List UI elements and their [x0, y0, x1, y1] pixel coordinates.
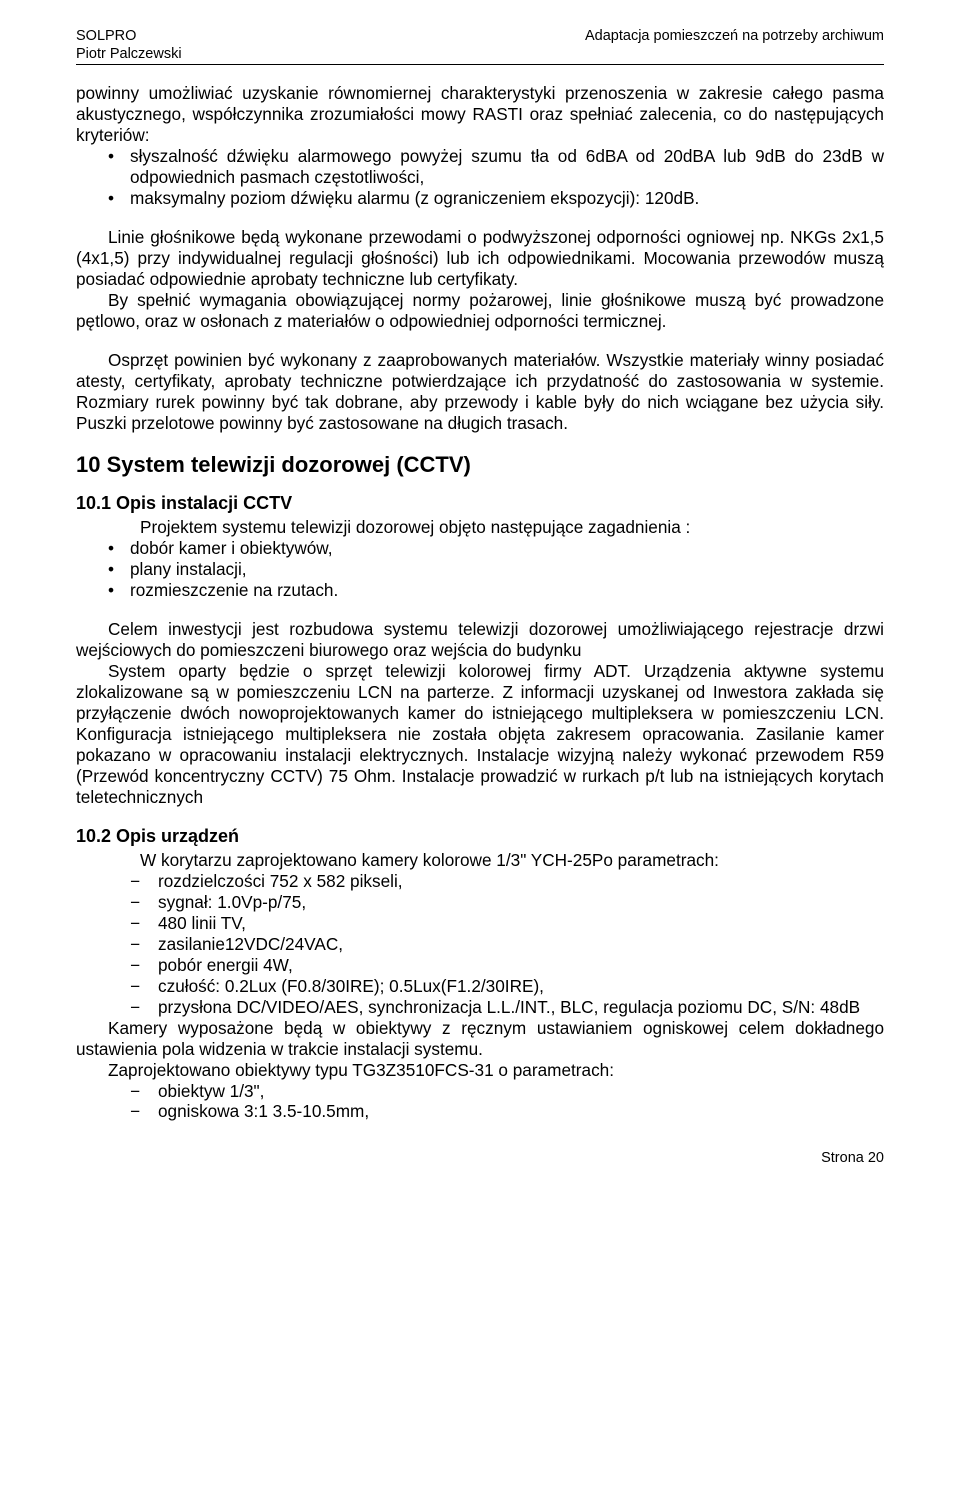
- list-item: ogniskowa 3:1 3.5-10.5mm,: [76, 1101, 884, 1122]
- list-item: przysłona DC/VIDEO/AES, synchronizacja L…: [76, 997, 884, 1018]
- heading-10: 10 System telewizji dozorowej (CCTV): [76, 452, 884, 479]
- paragraph: System oparty będzie o sprzęt telewizji …: [76, 661, 884, 808]
- paragraph: Projektem systemu telewizji dozorowej ob…: [108, 517, 884, 538]
- list-item: dobór kamer i obiektywów,: [76, 538, 884, 559]
- criteria-list: słyszalność dźwięku alarmowego powyżej s…: [76, 146, 884, 209]
- list-item: maksymalny poziom dźwięku alarmu (z ogra…: [76, 188, 884, 209]
- heading-10-1: 10.1 Opis instalacji CCTV: [76, 493, 884, 515]
- paragraph: Kamery wyposażone będą w obiektywy z ręc…: [76, 1018, 884, 1060]
- paragraph: Osprzęt powinien być wykonany z zaaprobo…: [76, 350, 884, 434]
- lens-params-list: obiektyw 1/3", ogniskowa 3:1 3.5-10.5mm,: [76, 1081, 884, 1123]
- header-left: SOLPRO Piotr Palczewski: [76, 28, 182, 63]
- paragraph: Linie głośnikowe będą wykonane przewodam…: [76, 227, 884, 290]
- heading-10-2: 10.2 Opis urządzeń: [76, 826, 884, 848]
- page-footer: Strona 20: [76, 1150, 884, 1168]
- paragraph: Celem inwestycji jest rozbudowa systemu …: [76, 619, 884, 661]
- list-item: rozdzielczości 752 x 582 pikseli,: [76, 871, 884, 892]
- list-item: czułość: 0.2Lux (F0.8/30IRE); 0.5Lux(F1.…: [76, 976, 884, 997]
- list-item: zasilanie12VDC/24VAC,: [76, 934, 884, 955]
- section-body: Projektem systemu telewizji dozorowej ob…: [108, 517, 884, 538]
- camera-params-list: rozdzielczości 752 x 582 pikseli, sygnał…: [76, 871, 884, 1018]
- section-body: W korytarzu zaprojektowano kamery koloro…: [108, 850, 884, 871]
- topics-list: dobór kamer i obiektywów, plany instalac…: [76, 538, 884, 601]
- list-item: plany instalacji,: [76, 559, 884, 580]
- paragraph: powinny umożliwiać uzyskanie równomierne…: [76, 83, 884, 146]
- header-author: Piotr Palczewski: [76, 46, 182, 64]
- header-company: SOLPRO: [76, 28, 182, 46]
- list-item: obiektyw 1/3",: [76, 1081, 884, 1102]
- paragraph: By spełnić wymagania obowiązującej normy…: [76, 290, 884, 332]
- paragraph: W korytarzu zaprojektowano kamery koloro…: [108, 850, 884, 871]
- list-item: rozmieszczenie na rzutach.: [76, 580, 884, 601]
- list-item: pobór energii 4W,: [76, 955, 884, 976]
- header-right: Adaptacja pomieszczeń na potrzeby archiw…: [585, 28, 884, 63]
- page-header: SOLPRO Piotr Palczewski Adaptacja pomies…: [76, 28, 884, 65]
- list-item: 480 linii TV,: [76, 913, 884, 934]
- list-item: sygnał: 1.0Vp-p/75,: [76, 892, 884, 913]
- paragraph: Zaprojektowano obiektywy typu TG3Z3510FC…: [76, 1060, 884, 1081]
- list-item: słyszalność dźwięku alarmowego powyżej s…: [76, 146, 884, 188]
